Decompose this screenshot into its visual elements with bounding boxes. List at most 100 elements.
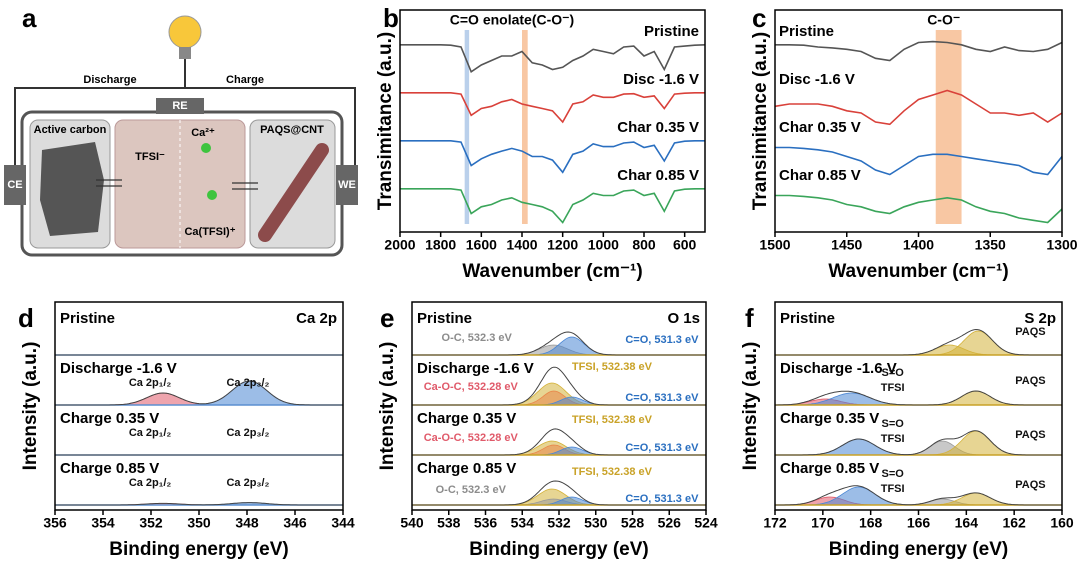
peak-label: Ca 2p₃/₂ <box>226 477 269 489</box>
panel: b 2000 1800 1600 1400 1200 1000 800 600 Wavenumbe… <box>375 3 706 282</box>
x-tick-label: 600 <box>673 237 697 253</box>
x-tick-label: 1000 <box>588 237 619 253</box>
x-axis-label: Binding energy (eV) <box>469 539 648 560</box>
envelope <box>775 485 1062 506</box>
y-axis-label: Transimitance (a.u.) <box>750 32 771 210</box>
annotation: C-O⁻ <box>927 12 960 28</box>
label: PAQS@CNT <box>260 124 324 136</box>
panel: e 540 538 536 534 532 530 528 526 524 Binding ener… <box>377 301 718 560</box>
series-label: Disc -1.6 V <box>623 71 699 88</box>
panel-letter: a <box>22 3 37 33</box>
ce-electrode <box>4 165 26 205</box>
series-label: Pristine <box>780 310 835 327</box>
panel: c 1500 1450 1400 1350 1300 Wavenumber (cm⁻¹) Tr… <box>750 3 1078 282</box>
series-label: Char 0.35 V <box>617 119 699 136</box>
x-tick-label: 1400 <box>506 237 537 253</box>
x-tick-label: 1200 <box>547 237 578 253</box>
we-electrode <box>336 165 358 205</box>
series-label: Charge 0.85 V <box>60 460 159 477</box>
x-tick-label: 536 <box>474 515 498 531</box>
peak-label: S=O <box>882 367 905 379</box>
peak-label: S=O <box>882 418 905 430</box>
peak-label: Ca 2p₃/₂ <box>226 427 269 439</box>
plot-frame <box>774 9 1063 233</box>
cnt <box>258 143 329 242</box>
bulb-base <box>179 47 191 59</box>
series-label: Disc -1.6 V <box>779 71 855 88</box>
x-tick-label: 160 <box>1050 515 1074 531</box>
x-tick-label: 344 <box>331 515 355 531</box>
spectrum-line <box>775 194 1063 224</box>
x-tick-label: 530 <box>584 515 608 531</box>
panel: f 172 170 168 166 164 162 160 Binding energy (eV… <box>740 301 1074 560</box>
peak-label: Ca-O-C, 532.28 eV <box>424 381 519 393</box>
x-tick-label: 356 <box>43 515 67 531</box>
series-label: Char 0.35 V <box>779 119 861 136</box>
y-axis-label: Intensity (a.u.) <box>377 342 398 471</box>
x-tick-label: 164 <box>955 515 979 531</box>
x-axis-label: Wavenumber (cm⁻¹) <box>828 261 1008 282</box>
panel: d 356 354 352 350 348 346 344 Binding energy (eV… <box>18 301 355 560</box>
bulb <box>168 15 202 49</box>
envelope <box>55 502 343 506</box>
label: RE <box>172 100 187 112</box>
x-tick-label: 528 <box>621 515 645 531</box>
peak-label: PAQS <box>1015 375 1045 387</box>
peak-label: Ca 2p₁/₂ <box>129 377 172 389</box>
x-tick-label: 1300 <box>1046 237 1077 253</box>
envelope <box>775 390 1062 406</box>
series-label: Pristine <box>417 310 472 327</box>
spectrum-line <box>775 40 1063 62</box>
peak-component <box>55 380 343 406</box>
envelope <box>775 430 1062 456</box>
plot-frame <box>774 301 1063 511</box>
x-tick-label: 524 <box>694 515 718 531</box>
envelope <box>412 331 706 356</box>
y-axis-label: Transimitance (a.u.) <box>375 32 396 210</box>
x-axis-label: Binding energy (eV) <box>829 539 1008 560</box>
series-label: Char 0.85 V <box>779 167 861 184</box>
peak-label: TFSI <box>881 382 905 394</box>
re-electrode <box>156 98 204 114</box>
peak-label: Ca-O-C, 532.28 eV <box>424 432 519 444</box>
peak-label: S=O <box>882 468 905 480</box>
peak-label: Ca 2p₃/₂ <box>226 377 269 389</box>
envelope <box>412 428 706 456</box>
schematic: a Discharge Charge RE CE WE Active carbo… <box>4 3 358 257</box>
peak-label: C=O, 531.3 eV <box>625 334 699 346</box>
peak-label: PAQS <box>1015 479 1045 491</box>
carbon <box>40 142 104 236</box>
plot-frame <box>399 9 706 233</box>
label: WE <box>338 179 356 191</box>
x-tick-label: 172 <box>763 515 787 531</box>
x-tick-label: 1400 <box>903 237 934 253</box>
x-axis-label: Wavenumber (cm⁻¹) <box>462 261 642 282</box>
envelope <box>412 480 706 506</box>
label: Ca²⁺ <box>191 127 215 139</box>
label: CE <box>7 179 22 191</box>
series-label: Pristine <box>644 23 699 40</box>
y-axis-label: Intensity (a.u.) <box>20 342 41 471</box>
series-label: Charge 0.85 V <box>780 460 879 477</box>
x-tick-label: 532 <box>547 515 571 531</box>
x-tick-label: 346 <box>283 515 307 531</box>
series-label: Discharge -1.6 V <box>780 360 897 377</box>
envelope <box>55 380 343 406</box>
panel-letter: d <box>18 303 34 333</box>
x-tick-label: 168 <box>859 515 883 531</box>
panel-letter: b <box>383 3 399 33</box>
peak-label: PAQS <box>1015 326 1045 338</box>
panel-title: S 2p <box>1024 310 1056 327</box>
x-tick-label: 800 <box>632 237 656 253</box>
peak-label: TFSI, 532.38 eV <box>572 466 653 478</box>
ion <box>207 190 217 200</box>
plot-frame <box>411 301 707 511</box>
series-label: Charge 0.35 V <box>417 410 516 427</box>
peak-label: TFSI, 532.38 eV <box>572 414 653 426</box>
panel-letter: e <box>380 303 394 333</box>
panel-letter: f <box>745 303 754 333</box>
plot-frame <box>54 301 344 511</box>
peak-label: O-C, 532.3 eV <box>436 484 507 496</box>
peak-label: Ca 2p₁/₂ <box>129 427 172 439</box>
